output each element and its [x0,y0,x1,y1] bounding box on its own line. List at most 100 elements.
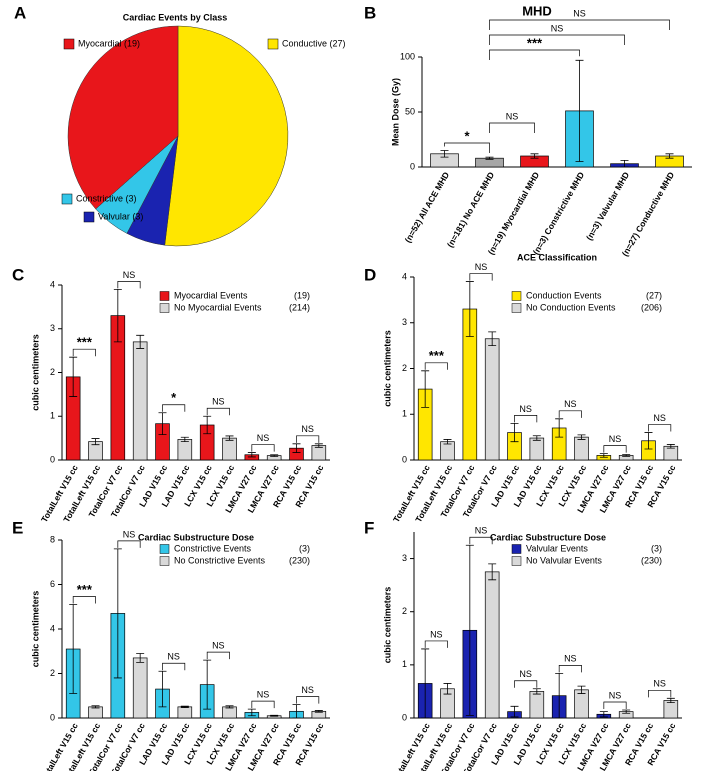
error-bar [666,697,675,703]
significance-label: NS [573,8,586,18]
y-axis-label: cubic centimeters [30,591,40,668]
error-bar [292,443,301,453]
bar [574,436,589,461]
legend-label: Valvular Events [526,543,588,553]
y-tick-label: 0 [50,712,55,722]
error-bar [247,708,256,717]
legend-label: Conduction Events [526,290,602,300]
error-bar [510,423,519,443]
significance-label: NS [551,23,564,33]
significance-label: NS [257,689,270,699]
panel-letter: E [12,518,23,537]
error-bar [69,604,78,694]
significance-bracket [296,696,320,704]
bar [529,691,545,719]
y-tick-label: 3 [402,553,407,563]
error-bar [599,453,608,458]
legend-count: (3) [299,543,310,553]
legend-swatch [511,303,522,313]
chart-title: MHD [522,3,552,18]
significance-bracket [72,348,96,357]
legend-count: (3) [651,543,662,553]
legend-swatch [511,556,522,566]
bar [132,657,148,719]
error-bar [421,648,430,719]
y-tick-label: 2 [50,668,55,678]
error-bar [270,714,279,717]
slice-label: Conductive (27) [282,38,346,48]
legend-swatch [63,38,75,50]
error-bar [314,710,323,713]
bar [88,706,103,719]
significance-bracket [514,680,538,688]
legend-swatch [511,544,522,554]
x-axis-label: Cardiac Substructure Dose [138,532,254,542]
error-bar [136,653,145,663]
significance-label: NS [519,404,532,414]
significance-label: NS [212,397,225,407]
y-axis-label: Mean Dose (Gy) [390,78,400,146]
y-tick-label: 0 [402,712,407,722]
legend-count: (214) [289,302,310,312]
error-bar [421,370,430,408]
y-axis-label: cubic centimeters [382,330,392,407]
error-bar [510,705,519,718]
legend-count: (27) [646,290,662,300]
error-bar [314,443,323,448]
x-axis-label: Cardiac Substructure Dose [490,532,606,542]
y-tick-label: 1 [402,659,407,669]
bar [484,338,500,461]
error-bar [113,548,122,679]
significance-label: NS [167,652,180,662]
error-bar [158,670,167,708]
error-bar [113,288,122,343]
significance-label: NS [475,262,488,272]
x-tick-label: (n=181) No ACE MHD [445,170,496,249]
error-bar [91,705,100,709]
legend-label: Myocardial Events [174,290,248,300]
error-bar [622,709,631,714]
significance-bracket [469,536,493,545]
x-tick-label: (n=19) Myocardial MHD [486,170,542,256]
legend-label: No Constrictive Events [174,555,266,565]
error-bar [577,685,586,694]
significance-bracket [489,49,580,60]
bar [311,445,327,461]
significance-label: NS [653,413,666,423]
significance-label: *** [429,348,445,363]
error-bar [485,156,494,160]
y-tick-label: 0 [50,454,55,464]
significance-bracket [296,435,320,443]
bar [663,700,679,719]
legend-count: (206) [641,302,662,312]
legend-label: No Valvular Events [526,555,602,565]
significance-bracket [251,700,275,709]
significance-bracket [489,122,535,133]
panel-letter: A [14,3,26,22]
bar [177,706,193,719]
significance-label: NS [257,433,270,443]
significance-bracket [489,19,670,30]
y-tick-label: 4 [50,279,55,289]
y-tick-label: 3 [50,323,55,333]
significance-bracket [117,540,141,548]
legend-label: Constrictive Events [174,543,252,553]
significance-bracket [648,424,672,432]
significance-bracket [648,689,672,698]
significance-bracket [251,444,275,452]
x-tick-label: (n=3) Constrictive MHD [531,170,587,256]
legend-count: (230) [641,555,662,565]
significance-label: *** [77,582,93,597]
significance-label: NS [609,690,622,700]
error-bar [203,415,212,435]
bar [222,706,237,719]
x-tick-label: (n=52) All ACE MHD [403,170,452,244]
error-bar [488,331,497,347]
slice-label: Constrictive (3) [76,193,137,203]
significance-label: NS [430,629,443,639]
panel-letter: B [364,3,376,22]
y-tick-label: 1 [402,409,407,419]
error-bar [555,672,564,719]
y-tick-label: 0 [410,161,415,171]
